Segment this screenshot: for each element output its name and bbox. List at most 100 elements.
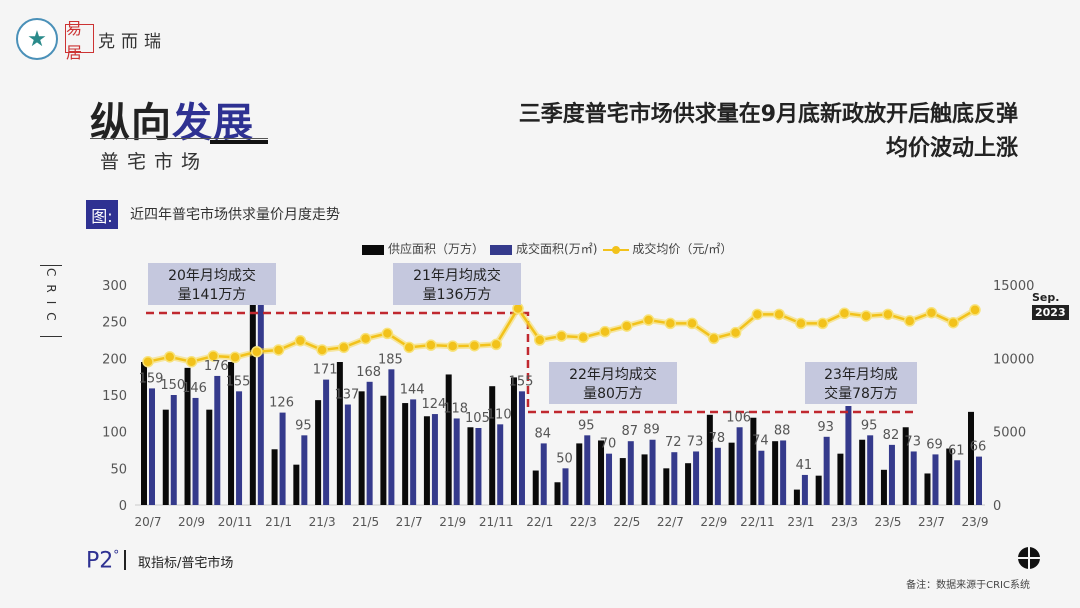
annotation-line2: 量141万方 — [178, 287, 247, 303]
title-divider — [90, 138, 268, 139]
deal-data-label: 93 — [817, 420, 834, 435]
x-tick-label: 21/9 — [439, 515, 466, 529]
price-point — [251, 345, 263, 358]
annotation-box — [393, 263, 521, 305]
deal-bar — [518, 391, 525, 505]
deal-data-label: 137 — [334, 388, 359, 403]
supply-bar — [532, 470, 539, 505]
x-tick-label: 22/3 — [570, 515, 597, 529]
deal-bar — [214, 375, 221, 505]
price-point — [577, 331, 590, 344]
deal-bar — [257, 299, 264, 505]
y-left-tick-label: 150 — [102, 389, 127, 404]
annotation-box — [805, 362, 917, 404]
supply-bar — [489, 386, 496, 505]
deal-data-label: 155 — [226, 374, 251, 389]
price-point — [359, 332, 372, 345]
x-tick-label: 23/5 — [874, 515, 901, 529]
deal-bar — [932, 454, 939, 505]
deal-bar — [497, 424, 504, 505]
deal-bar — [170, 395, 177, 505]
annotation-line2: 交量78万方 — [824, 385, 898, 402]
legend-deal: 成交面积(万㎡) — [490, 240, 597, 257]
deal-bar — [627, 441, 634, 505]
deal-bar — [475, 428, 482, 505]
y-right-tick-label: 10000 — [993, 352, 1034, 367]
legend-supply-label: 供应面积（万方） — [388, 242, 485, 256]
legend-price-swatch — [603, 245, 630, 254]
supply-bar — [445, 374, 452, 505]
deal-data-label: 61 — [948, 443, 965, 458]
supply-bar — [946, 448, 953, 505]
deal-bar — [344, 404, 351, 505]
deal-bar — [388, 369, 395, 505]
y-left-tick-label: 250 — [102, 316, 127, 331]
supply-bar — [728, 442, 735, 505]
deal-data-label: 118 — [443, 401, 468, 416]
price-point — [882, 308, 894, 321]
y-left-tick-label: 50 — [110, 462, 127, 477]
price-point — [903, 315, 916, 327]
deal-data-label: 106 — [726, 410, 751, 425]
price-point — [642, 314, 655, 326]
annotation-box — [549, 362, 677, 404]
y-left-tick-label: 300 — [102, 279, 127, 294]
deal-bar — [693, 451, 700, 505]
price-point — [969, 304, 981, 316]
figure-title: 近四年普宅市场供求量价月度走势 — [130, 207, 340, 223]
deal-bar — [366, 381, 373, 505]
supply-bar — [663, 468, 670, 505]
page-number: P2° — [86, 548, 119, 573]
deal-bar — [888, 444, 895, 505]
price-point — [795, 317, 807, 330]
deal-bar — [192, 397, 199, 505]
deal-data-label: 171 — [313, 363, 338, 378]
deal-data-label: 50 — [556, 451, 573, 466]
x-tick-label: 22/9 — [700, 515, 727, 529]
deal-bar — [714, 447, 721, 505]
deal-data-label: 159 — [139, 371, 164, 386]
supply-bar — [510, 377, 517, 505]
badge-month: Sep. — [1032, 291, 1060, 304]
cric-side-label: CRIC — [40, 265, 62, 337]
annotation-line1: 23年月均成 — [824, 367, 898, 383]
headline-line2: 均价波动上涨 — [885, 136, 1018, 161]
deal-bar — [236, 391, 243, 505]
y-right-tick-label: 0 — [993, 499, 1001, 514]
deal-data-label: 74 — [752, 434, 769, 449]
deal-bar — [976, 456, 982, 505]
supply-bar — [815, 475, 822, 505]
annotation-box — [148, 263, 276, 305]
supply-bar — [880, 469, 887, 505]
section-subtitle: 普宅市场 — [100, 151, 209, 173]
deal-bar — [431, 414, 438, 505]
deal-data-label: 69 — [926, 437, 943, 452]
supply-bar — [141, 362, 147, 505]
deal-bar — [540, 443, 547, 505]
headline-line1: 三季度普宅市场供求量在9月底新政放开后触底反弹 — [518, 102, 1018, 127]
price-point — [294, 334, 307, 347]
deal-bar — [323, 379, 330, 505]
deal-bar — [453, 418, 460, 505]
price-point — [621, 320, 633, 332]
x-tick-label: 20/9 — [178, 515, 205, 529]
price-point — [838, 307, 851, 320]
supply-bar — [184, 367, 191, 505]
deal-bar — [149, 388, 155, 505]
deal-data-label: 146 — [182, 381, 207, 396]
deal-bar — [606, 453, 613, 505]
deal-bar — [910, 451, 917, 505]
price-point — [751, 308, 764, 321]
supply-bar — [685, 463, 692, 505]
supply-bar — [271, 449, 278, 505]
x-tick-label: 23/3 — [831, 515, 858, 529]
deal-data-label: 168 — [356, 365, 381, 380]
x-tick-label: 22/5 — [613, 515, 640, 529]
deal-data-label: 95 — [861, 418, 878, 433]
x-tick-label: 22/7 — [657, 515, 684, 529]
deal-data-label: 89 — [643, 423, 660, 438]
deal-data-label: 124 — [422, 397, 447, 412]
x-tick-label: 21/7 — [396, 515, 423, 529]
x-tick-label: 23/7 — [918, 515, 945, 529]
supply-bar — [423, 416, 430, 505]
